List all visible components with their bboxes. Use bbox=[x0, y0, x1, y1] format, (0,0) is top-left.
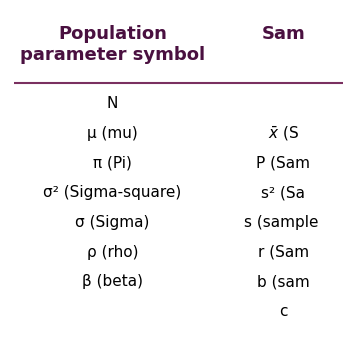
Text: Population
parameter symbol: Population parameter symbol bbox=[20, 25, 205, 64]
Text: π (Pi): π (Pi) bbox=[93, 155, 132, 171]
Text: P (Sam: P (Sam bbox=[257, 155, 310, 171]
Text: c: c bbox=[279, 304, 288, 319]
Text: σ (Sigma): σ (Sigma) bbox=[75, 215, 150, 230]
Text: N: N bbox=[107, 96, 118, 111]
Text: s (sample: s (sample bbox=[244, 215, 323, 230]
Text: r (Sam: r (Sam bbox=[258, 245, 309, 260]
Text: Sam: Sam bbox=[261, 25, 305, 43]
Text: b (sam: b (sam bbox=[257, 275, 310, 289]
Text: β (beta): β (beta) bbox=[82, 275, 143, 289]
Text: s² (Sa: s² (Sa bbox=[261, 185, 305, 200]
Text: μ (mu): μ (mu) bbox=[87, 126, 138, 141]
Text: ρ (rho): ρ (rho) bbox=[87, 245, 138, 260]
Text: $\bar{x}$ (S: $\bar{x}$ (S bbox=[268, 125, 299, 142]
Text: σ² (Sigma-square): σ² (Sigma-square) bbox=[43, 185, 182, 200]
